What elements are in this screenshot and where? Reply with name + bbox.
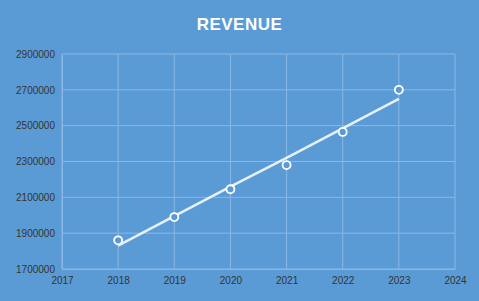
tick-label: 2900000 [16, 49, 55, 60]
axis-line [63, 269, 456, 270]
tick-label: 2300000 [16, 156, 55, 167]
tick-label: 2022 [332, 275, 355, 286]
grid-line [62, 54, 63, 269]
grid-line [62, 125, 455, 126]
tick-label: 2020 [220, 275, 243, 286]
tick: 2021 [276, 269, 299, 286]
points [114, 86, 403, 245]
tick: 2300000 [16, 156, 62, 167]
tick-label: 2019 [164, 275, 187, 286]
tick-label: 1900000 [16, 228, 55, 239]
tick: 1700000 [16, 264, 62, 275]
title: REVENUE [197, 15, 283, 34]
grid-line [230, 54, 231, 269]
tick: 2022 [332, 269, 355, 286]
grid-line [62, 161, 455, 162]
tick-label: 2100000 [16, 192, 55, 203]
point [339, 128, 347, 136]
grid-line [174, 54, 175, 269]
tick-label: 2021 [276, 275, 299, 286]
axis-line [62, 55, 63, 270]
grid-y [62, 54, 455, 269]
tick: 2900000 [16, 49, 62, 60]
grid-line [455, 54, 456, 269]
grid-line [62, 269, 455, 270]
tick: 2020 [220, 269, 243, 286]
grid-line [62, 54, 455, 55]
background [0, 0, 479, 301]
tick-label: 2017 [51, 275, 74, 286]
tick: 2024 [444, 269, 467, 286]
tick: 2019 [164, 269, 187, 286]
tick: 1900000 [16, 228, 62, 239]
tick: 2017 [51, 269, 74, 286]
chart: 1700000 1900000 2100000 2300000 2500000 27000… [0, 0, 479, 301]
x-axis: 2017 2018 2019 2020 2021 2022 2023 2024 [51, 269, 467, 286]
point [170, 213, 178, 221]
grid-line [342, 54, 343, 269]
tick-label: 2500000 [16, 120, 55, 131]
point [395, 86, 403, 94]
tick: 2500000 [16, 120, 62, 131]
grid-line [62, 233, 455, 234]
point [283, 161, 291, 169]
tick-label: 2023 [388, 275, 411, 286]
y-axis: 1700000 1900000 2100000 2300000 2500000 27000… [16, 49, 62, 275]
tick-label: 1700000 [16, 264, 55, 275]
tick: 2100000 [16, 192, 62, 203]
tick-label: 2700000 [16, 85, 55, 96]
tick: 2018 [108, 269, 131, 286]
tick-label: 2024 [444, 275, 467, 286]
marks [114, 86, 403, 246]
tick-label: 2018 [108, 275, 131, 286]
tick: 2023 [388, 269, 411, 286]
point [114, 236, 122, 244]
plot: 1700000 1900000 2100000 2300000 2500000 27000… [16, 49, 467, 286]
trend-line [118, 99, 399, 246]
grid-line [62, 197, 455, 198]
point [226, 185, 234, 193]
grid-x [62, 54, 455, 269]
tick: 2700000 [16, 85, 62, 96]
